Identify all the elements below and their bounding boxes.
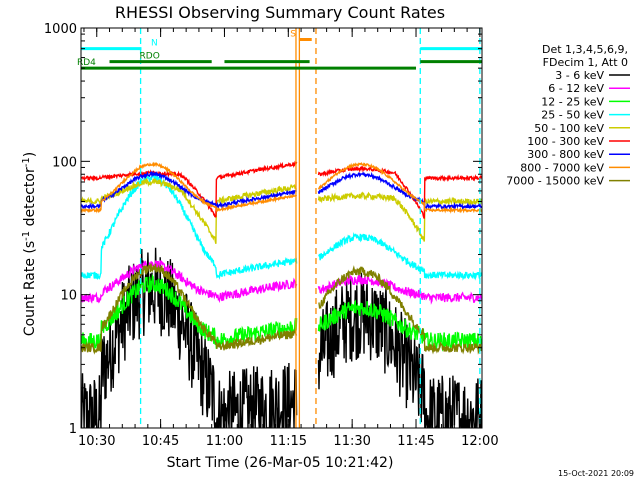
series-line — [81, 161, 482, 214]
plot-area: N S RDO RD4 1 10 100 1000 10:30 10:45 11:00 11:15 11… — [44, 22, 499, 449]
legend-entry-label: 7000 - 15000 keV — [506, 175, 604, 188]
y-axis-label-part: detector — [22, 167, 38, 231]
legend-entry-label: 25 - 50 keV — [541, 109, 604, 122]
y-tick-label: 1000 — [44, 22, 77, 37]
y-axis-label: Count Rate (s-1 detector-1) — [21, 152, 38, 336]
plot-series-layer — [81, 28, 482, 428]
series-line — [81, 274, 482, 352]
segment-bar-label: RDO — [140, 52, 160, 62]
segment-bar-label: S — [290, 29, 296, 39]
y-tick-label: 10 — [60, 289, 77, 304]
series-line — [81, 260, 482, 305]
plot-frame — [80, 27, 483, 429]
x-tick-label: 11:30 — [333, 434, 370, 449]
series-line — [81, 173, 482, 281]
y-axis-label-sup: -1 — [21, 231, 32, 241]
y-axis-label-part: Count Rate (s — [22, 241, 38, 336]
legend-entry-label: 100 - 300 keV — [527, 135, 604, 148]
x-tick-label: 10:45 — [142, 434, 179, 449]
legend-entry-label: 12 - 25 keV — [541, 95, 604, 108]
x-tick-label: 11:15 — [270, 434, 307, 449]
y-tick-label: 1 — [69, 422, 77, 437]
legend-entry-label: 50 - 100 keV — [534, 122, 604, 135]
x-tick-label: 10:30 — [78, 434, 115, 449]
legend-entry-label: 800 - 7000 keV — [520, 161, 604, 174]
legend-entry-label: 3 - 6 keV — [555, 69, 604, 82]
segment-bar-label: N — [151, 39, 158, 49]
segment-bar-label: RD4 — [77, 58, 96, 68]
series-line — [81, 263, 482, 355]
legend-entry-label: 300 - 800 keV — [527, 148, 604, 161]
y-axis-label-part: ) — [22, 152, 38, 157]
legend-entry-label: 6 - 12 keV — [548, 82, 604, 95]
timestamp: 15-Oct-2021 20:09 — [558, 469, 634, 478]
legend-header-line: FDecim 1, Att 0 — [543, 56, 628, 69]
x-tick-label: 12:00 — [461, 434, 498, 449]
series-line — [81, 247, 482, 428]
series-line — [81, 170, 482, 211]
x-axis-label: Start Time (26-Mar-05 10:21:42) — [167, 455, 394, 471]
legend-header-line: Det 1,3,4,5,6,9, — [542, 43, 628, 56]
x-tick-label: 11:45 — [397, 434, 434, 449]
y-axis-label-sup: -1 — [21, 157, 32, 167]
x-tick-label: 11:00 — [206, 434, 243, 449]
y-tick-label: 100 — [52, 155, 77, 170]
chart-title: RHESSI Observing Summary Count Rates — [115, 3, 445, 22]
